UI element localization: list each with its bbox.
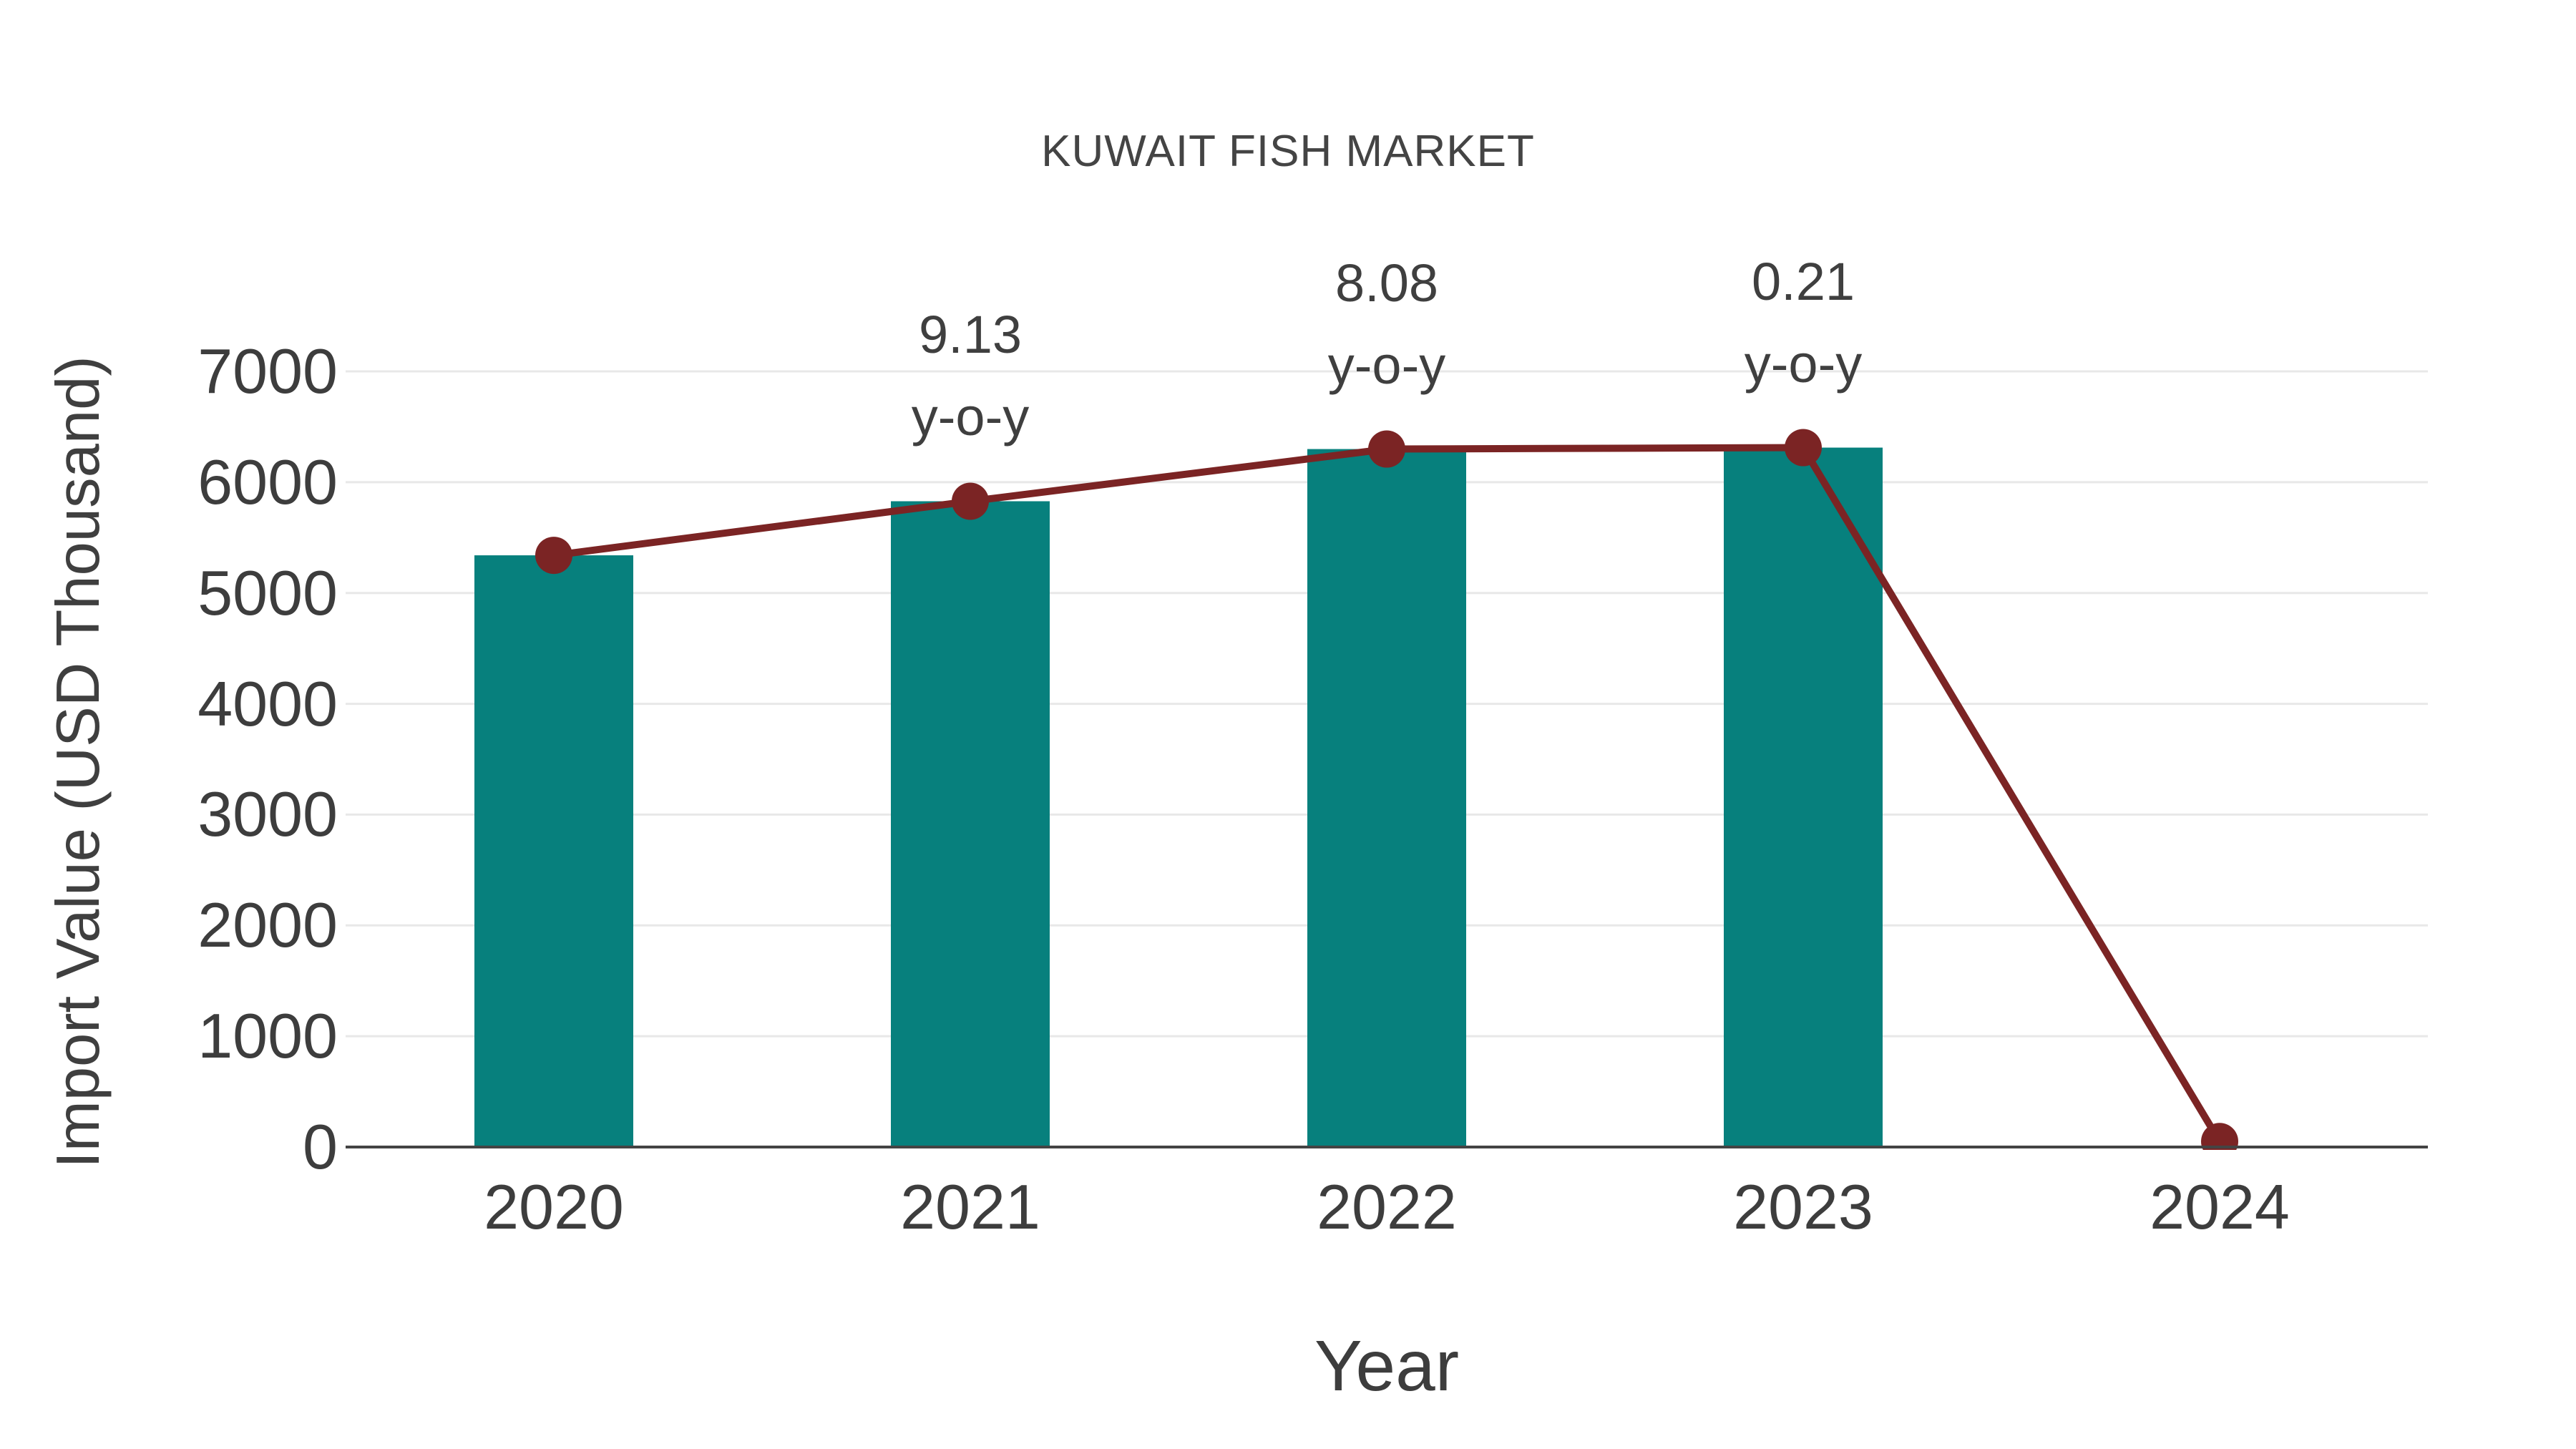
line-marker-2020: [535, 537, 572, 575]
annotation-2022-line1: 8.08: [1335, 253, 1439, 313]
x-tick-label-2022: 2022: [1317, 1171, 1457, 1242]
y-tick-label-3000: 3000: [197, 779, 338, 850]
bar-2022: [1307, 449, 1466, 1147]
y-tick-label-5000: 5000: [197, 557, 338, 628]
y-tick-label-2000: 2000: [197, 889, 338, 961]
bar-2021: [891, 501, 1050, 1147]
annotation-2022-line2: y-o-y: [1327, 335, 1446, 395]
x-tick-label-2024: 2024: [2150, 1171, 2290, 1242]
chart-title: KUWAIT FISH MARKET: [1041, 127, 1535, 176]
x-tick-label-2021: 2021: [900, 1171, 1040, 1242]
line-marker-2022: [1368, 430, 1405, 468]
y-tick-label-0: 0: [303, 1111, 338, 1182]
line-marker-2023: [1785, 429, 1822, 467]
annotation-2021-line2: y-o-y: [911, 387, 1030, 447]
y-tick-label-4000: 4000: [197, 668, 338, 739]
bar-2023: [1724, 447, 1883, 1147]
y-tick-label-6000: 6000: [197, 446, 338, 517]
line-marker-2024: [2201, 1123, 2238, 1150]
x-tick-label-2023: 2023: [1733, 1171, 1873, 1242]
annotation-2023-line1: 0.21: [1751, 251, 1855, 311]
annotation-2021-line1: 9.13: [918, 305, 1023, 365]
annotation-2022: 8.08 y-o-y: [1172, 242, 1601, 406]
annotation-2023-line2: y-o-y: [1744, 333, 1863, 394]
line-marker-2021: [952, 482, 989, 520]
y-tick-label-1000: 1000: [197, 1000, 338, 1072]
x-axis-title: Year: [1314, 1326, 1460, 1406]
bar-2020: [474, 555, 633, 1147]
y-tick-label-7000: 7000: [197, 336, 338, 406]
annotation-2023: 0.21 y-o-y: [1589, 240, 2018, 405]
annotation-2021: 9.13 y-o-y: [756, 293, 1185, 458]
trend-line-group: [535, 429, 2238, 1150]
x-tick-label-2020: 2020: [484, 1171, 624, 1242]
